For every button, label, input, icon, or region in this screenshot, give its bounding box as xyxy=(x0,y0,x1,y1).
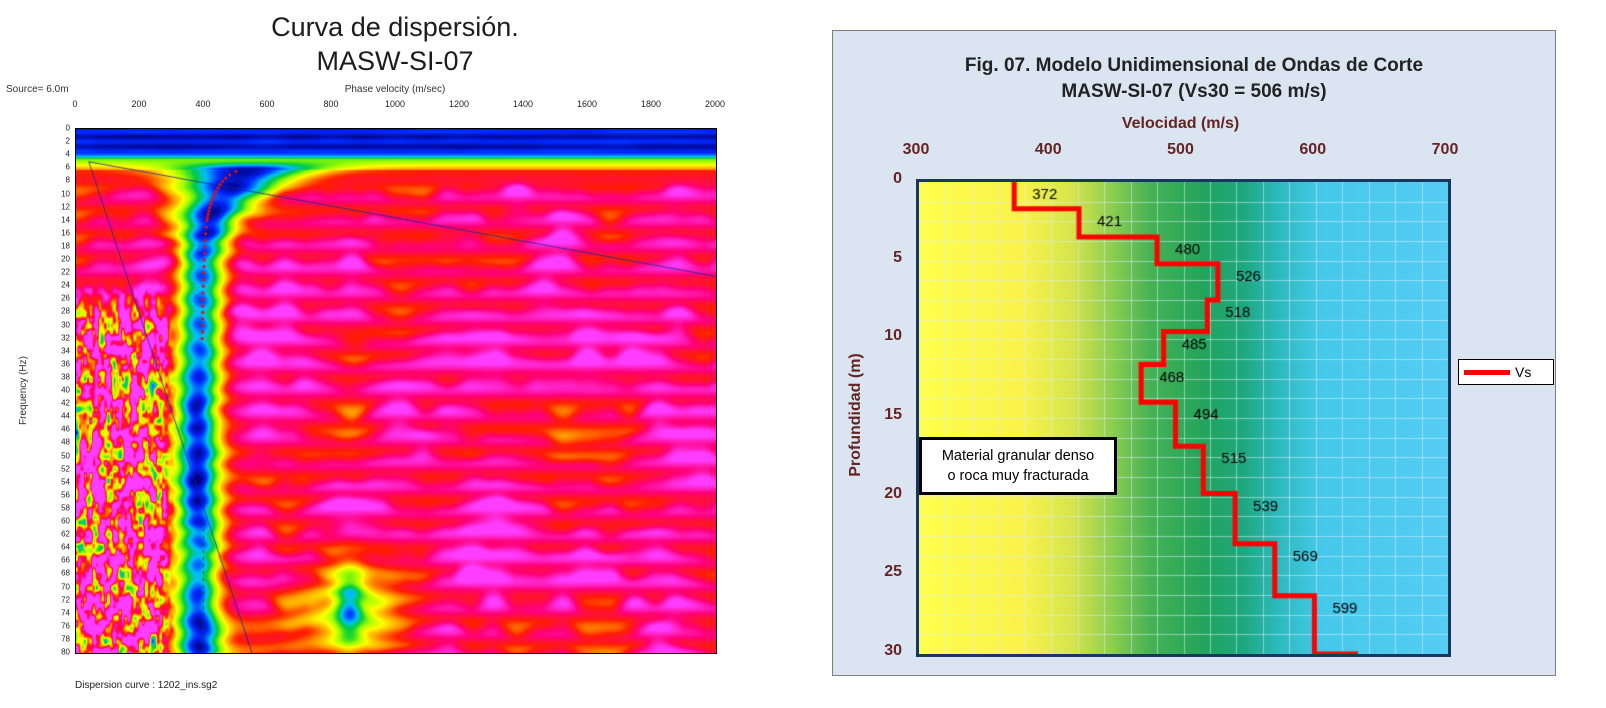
tick-label: 56 xyxy=(61,490,70,500)
tick-label: 28 xyxy=(61,306,70,316)
tick-label: 68 xyxy=(61,568,70,578)
tick-label: 52 xyxy=(61,464,70,474)
tick-label: 26 xyxy=(61,293,70,303)
vs-model-figure: Fig. 07. Modelo Unidimensional de Ondas … xyxy=(832,30,1556,676)
tick-label: 16 xyxy=(61,228,70,238)
tick-label: 20 xyxy=(884,484,902,502)
tick-label: 400 xyxy=(195,99,211,109)
depth-axis-label: Profundidad (m) xyxy=(847,353,865,477)
vs-model-title-line2: MASW-SI-07 (Vs30 = 506 m/s) xyxy=(1061,81,1327,102)
tick-label: 64 xyxy=(61,542,70,552)
tick-label: 44 xyxy=(61,411,70,421)
tick-label: 80 xyxy=(61,647,70,657)
material-annotation-line1: Material granular denso xyxy=(941,448,1095,464)
tick-label: 24 xyxy=(61,280,70,290)
tick-label: 6 xyxy=(65,162,70,172)
dispersion-footer: Dispersion curve : 1202_ins.sg2 xyxy=(75,680,218,691)
tick-label: 14 xyxy=(61,215,70,225)
tick-label: 200 xyxy=(131,99,147,109)
tick-label: 1000 xyxy=(384,99,406,109)
tick-label: 500 xyxy=(1167,141,1194,158)
vs-line-swatch xyxy=(1464,369,1510,375)
tick-label: 58 xyxy=(61,503,70,513)
tick-label: 400 xyxy=(1034,141,1062,158)
tick-label: 0 xyxy=(65,123,70,133)
tick-label: 8 xyxy=(65,175,70,185)
material-annotation-line2: o roca muy fracturada xyxy=(947,468,1089,484)
frequency-ticks: 0 2 4 6 8 10 12 14 16 18 20 22 24 26 28 30 32 34 36 38 40 42 4… xyxy=(38,124,70,657)
tick-label: 76 xyxy=(61,621,70,631)
tick-label: 15 xyxy=(884,406,902,423)
depth-ticks: 0 5 10 15 20 25 30 xyxy=(868,170,908,659)
tick-label: 78 xyxy=(61,634,70,644)
tick-label: 0 xyxy=(72,99,78,109)
tick-label: 800 xyxy=(323,99,339,109)
tick-label: 36 xyxy=(61,359,70,369)
vs-model-plot xyxy=(916,179,1451,657)
tick-label: 10 xyxy=(61,189,70,198)
tick-label: 600 xyxy=(1299,141,1327,158)
dispersion-title-line2: MASW-SI-07 xyxy=(316,46,474,76)
tick-label: 34 xyxy=(61,346,70,356)
dispersion-spectrogram xyxy=(75,128,717,654)
velocity-axis-label: Velocidad (m/s) xyxy=(1121,115,1240,132)
tick-label: 18 xyxy=(61,241,70,251)
tick-label: 12 xyxy=(61,202,70,212)
tick-label: 46 xyxy=(61,424,70,434)
tick-label: 20 xyxy=(61,254,70,264)
tick-label: 30 xyxy=(884,642,902,659)
tick-label: 0 xyxy=(893,170,902,187)
vs-model-title: Fig. 07. Modelo Unidimensional de Ondas … xyxy=(833,53,1555,105)
tick-label: 42 xyxy=(61,398,70,408)
tick-label: 72 xyxy=(61,595,70,605)
tick-label: 10 xyxy=(884,327,902,345)
tick-label: 600 xyxy=(259,99,275,109)
tick-label: 1800 xyxy=(640,99,662,109)
vs-model-title-line1: Fig. 07. Modelo Unidimensional de Ondas … xyxy=(964,55,1424,76)
tick-label: 30 xyxy=(61,320,70,329)
frequency-axis-label: Frequency (Hz) xyxy=(17,355,29,425)
tick-label: 4 xyxy=(65,149,70,159)
tick-label: 1200 xyxy=(448,99,470,109)
phase-velocity-ticks: 0 200 400 600 800 1000 1200 1400 1600 1800 2000 xyxy=(72,99,725,111)
velocity-ticks: 300 400 500 600 700 xyxy=(903,141,1459,161)
dispersion-title: Curva de dispersión. MASW-SI-07 xyxy=(75,10,715,78)
source-offset-label: Source= 6.0m xyxy=(6,84,69,95)
tick-label: 2 xyxy=(65,136,70,146)
tick-label: 60 xyxy=(61,516,70,526)
tick-label: 2000 xyxy=(704,99,726,109)
tick-label: 66 xyxy=(61,555,70,565)
tick-label: 40 xyxy=(61,385,70,395)
tick-label: 1600 xyxy=(576,99,598,109)
tick-label: 50 xyxy=(61,451,70,460)
tick-label: 25 xyxy=(884,563,902,581)
tick-label: 32 xyxy=(61,333,70,343)
dispersion-title-line1: Curva de dispersión. xyxy=(271,12,519,42)
tick-label: 74 xyxy=(61,608,70,618)
tick-label: 48 xyxy=(61,437,70,447)
material-annotation: Material granular denso o roca muy fract… xyxy=(919,437,1117,495)
legend: Vs xyxy=(1458,359,1554,385)
tick-label: 62 xyxy=(61,529,70,539)
phase-velocity-axis-label: Phase velocity (m/sec) xyxy=(344,84,446,95)
tick-label: 300 xyxy=(902,141,930,158)
tick-label: 5 xyxy=(893,248,902,266)
legend-vs-label: Vs xyxy=(1515,364,1532,380)
tick-label: 38 xyxy=(61,372,70,382)
dispersion-figure: Curva de dispersión. MASW-SI-07 Source= … xyxy=(0,0,800,708)
tick-label: 1400 xyxy=(512,99,534,109)
tick-label: 70 xyxy=(61,582,70,591)
tick-label: 54 xyxy=(61,477,70,487)
tick-label: 700 xyxy=(1431,141,1459,158)
tick-label: 22 xyxy=(61,267,70,277)
